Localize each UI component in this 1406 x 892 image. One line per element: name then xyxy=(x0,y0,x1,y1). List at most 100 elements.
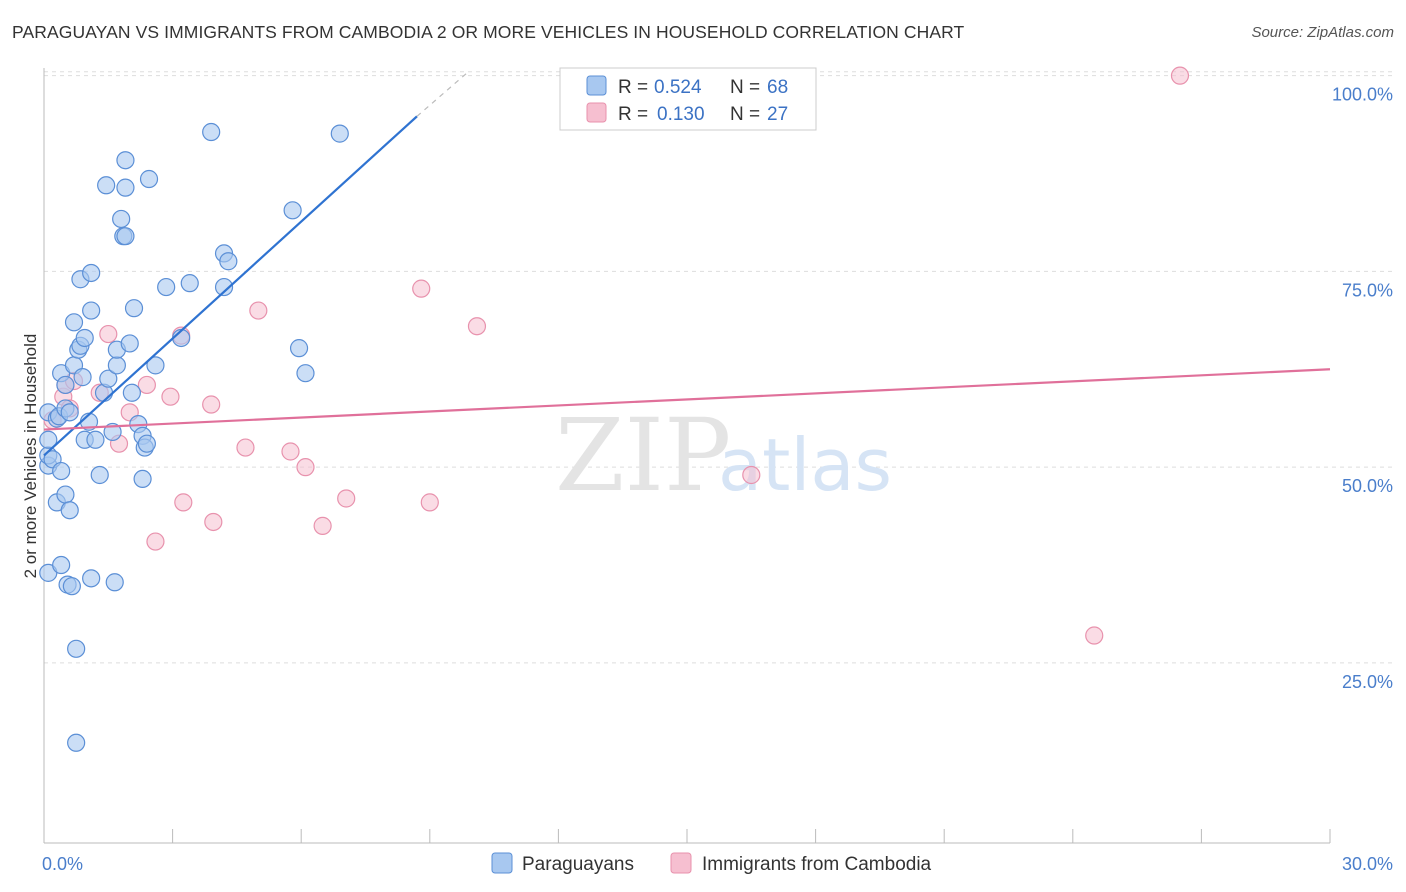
point-paraguayan xyxy=(67,639,86,658)
point-cambodia xyxy=(281,442,300,461)
point-paraguayan xyxy=(107,356,126,375)
y-axis-label: 2 or more Vehicles in Household xyxy=(21,334,40,579)
point-paraguayan xyxy=(56,375,75,395)
point-paraguayan xyxy=(116,227,135,246)
bottom-legend-swatch-paraguayans xyxy=(491,852,513,874)
legend-swatch-pink xyxy=(586,102,607,123)
point-paraguayan xyxy=(82,263,101,283)
point-paraguayan xyxy=(133,469,152,489)
point-cambodia xyxy=(742,465,761,485)
y-tick-labels: 25.0% 50.0% 75.0% 100.0% xyxy=(1332,85,1393,692)
point-paraguayan xyxy=(90,465,109,485)
legend-r-label-1: R = xyxy=(618,77,648,98)
legend-r-value-2: 0.130 xyxy=(657,104,705,125)
point-cambodia xyxy=(137,375,156,395)
legend-n-value-2: 27 xyxy=(767,104,788,125)
point-paraguayan xyxy=(56,485,75,504)
y-tick-label: 75.0% xyxy=(1342,280,1393,300)
point-paraguayan xyxy=(112,209,131,229)
point-paraguayan xyxy=(124,299,144,318)
legend-n-value-1: 68 xyxy=(767,77,788,98)
point-cambodia xyxy=(412,279,431,298)
point-paraguayan xyxy=(99,369,118,388)
x-tick-label-start: 0.0% xyxy=(42,854,83,874)
point-paraguayan xyxy=(60,501,79,520)
point-cambodia xyxy=(420,493,439,512)
watermark-atlas: atlas xyxy=(718,423,892,507)
point-paraguayan xyxy=(64,313,84,332)
series-paraguayans xyxy=(39,122,349,752)
legend-swatch-blue xyxy=(586,75,607,96)
point-paraguayan xyxy=(139,169,159,189)
point-paraguayan xyxy=(73,368,92,387)
legend-r-label-2: R = xyxy=(618,104,648,125)
legend: R = 0.524 N = 68 R = 0.130 N = 27 xyxy=(559,67,817,131)
bottom-legend-label-paraguayans: Paraguayans xyxy=(522,854,634,875)
chart-title: PARAGUAYAN VS IMMIGRANTS FROM CAMBODIA 2… xyxy=(12,22,965,42)
point-paraguayan xyxy=(120,334,139,353)
point-cambodia xyxy=(202,395,221,414)
point-paraguayan xyxy=(137,434,156,453)
point-cambodia xyxy=(249,301,268,320)
y-tick-label: 50.0% xyxy=(1342,476,1393,496)
point-paraguayan xyxy=(296,364,315,383)
y-tick-label: 25.0% xyxy=(1342,672,1393,692)
trend-line-paraguayans-extension xyxy=(416,71,469,117)
point-cambodia xyxy=(161,387,180,406)
point-paraguayan xyxy=(330,124,349,143)
watermark: ZIP atlas xyxy=(555,397,892,514)
point-cambodia xyxy=(146,532,165,551)
point-paraguayan xyxy=(157,277,176,297)
point-paraguayan xyxy=(146,356,165,375)
point-paraguayan xyxy=(116,151,135,170)
point-paraguayan xyxy=(219,252,238,271)
point-paraguayan xyxy=(52,461,71,481)
point-paraguayan xyxy=(283,201,302,220)
point-cambodia xyxy=(236,438,255,457)
point-paraguayan xyxy=(86,430,105,449)
point-paraguayan xyxy=(105,573,124,592)
point-paraguayan xyxy=(67,733,86,752)
grid-lines xyxy=(44,71,1392,664)
point-cambodia xyxy=(204,512,223,532)
point-cambodia xyxy=(174,493,193,512)
bottom-legend-swatch-cambodia xyxy=(670,852,692,874)
point-paraguayan xyxy=(75,328,94,348)
source-label: Source: ZipAtlas.com xyxy=(1251,24,1394,41)
legend-n-label-2: N = xyxy=(730,104,760,125)
point-cambodia xyxy=(467,317,487,336)
point-paraguayan xyxy=(52,555,71,575)
series-immigrants-from-cambodia xyxy=(43,66,1190,645)
point-paraguayan xyxy=(122,383,141,402)
y-tick-label: 100.0% xyxy=(1332,85,1393,105)
point-paraguayan xyxy=(82,569,101,588)
point-cambodia xyxy=(99,324,118,344)
trend-lines xyxy=(43,71,1331,457)
x-tick-labels: 0.0% 30.0% xyxy=(42,854,1393,874)
point-paraguayan xyxy=(289,339,309,358)
legend-n-label-1: N = xyxy=(730,77,760,98)
point-cambodia xyxy=(337,489,356,508)
bottom-legend: Paraguayans Immigrants from Cambodia xyxy=(491,852,932,875)
trend-line-cambodia xyxy=(43,368,1331,431)
point-paraguayan xyxy=(97,176,116,195)
point-cambodia xyxy=(313,516,332,535)
point-paraguayan xyxy=(202,122,221,142)
point-paraguayan xyxy=(60,403,79,422)
legend-r-value-1: 0.524 xyxy=(654,77,702,98)
trend-line-paraguayans xyxy=(43,115,418,457)
x-tick-label-end: 30.0% xyxy=(1342,854,1393,874)
point-paraguayan xyxy=(62,577,81,596)
watermark-zip: ZIP xyxy=(555,397,731,514)
bottom-legend-label-cambodia: Immigrants from Cambodia xyxy=(702,854,932,875)
point-cambodia xyxy=(296,458,315,477)
point-paraguayan xyxy=(180,274,199,293)
point-paraguayan xyxy=(39,430,58,449)
point-paraguayan xyxy=(116,178,135,197)
point-paraguayan xyxy=(82,301,101,320)
point-paraguayan xyxy=(214,277,234,297)
point-cambodia xyxy=(1170,66,1190,85)
point-paraguayan xyxy=(103,422,122,442)
point-cambodia xyxy=(1085,626,1104,645)
